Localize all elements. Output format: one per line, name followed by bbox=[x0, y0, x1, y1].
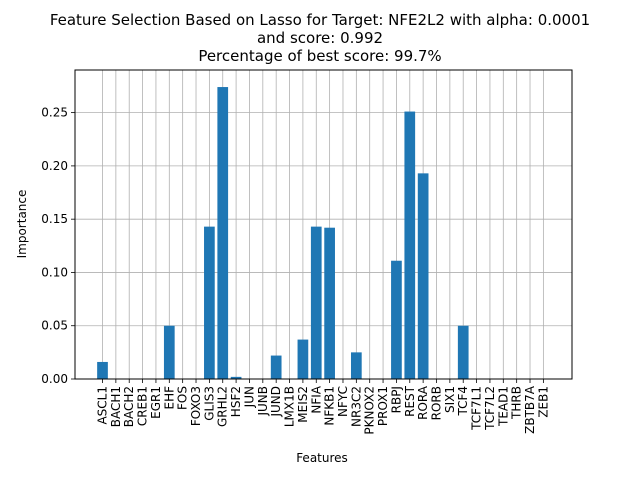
x-tick-label: FOS bbox=[176, 386, 190, 410]
x-tick-label: RORA bbox=[416, 385, 430, 420]
x-tick-label: RORB bbox=[430, 386, 444, 420]
bar-rbpj bbox=[391, 260, 402, 379]
bar-layer bbox=[97, 87, 469, 379]
x-tick-label: PKNOX2 bbox=[363, 386, 377, 435]
bar-ascl1 bbox=[97, 361, 108, 379]
x-tick-label: NFYC bbox=[336, 386, 350, 417]
x-tick-label: MEIS2 bbox=[296, 386, 310, 423]
x-tick-label: REST bbox=[403, 385, 417, 417]
x-tick-label: BACH1 bbox=[109, 386, 123, 427]
x-tick-label: JUND bbox=[269, 386, 283, 418]
x-tick-label: ZEB1 bbox=[536, 386, 550, 418]
x-tick-label: BACH2 bbox=[122, 386, 136, 427]
y-tick-label: 0.25 bbox=[41, 106, 68, 120]
x-tick-label: NFKB1 bbox=[323, 386, 337, 426]
x-tick-label: THRB bbox=[510, 386, 524, 420]
x-tick-label: NFIA bbox=[309, 385, 323, 413]
chart-title-line-2: and score: 0.992 bbox=[256, 29, 384, 47]
bar-ehf bbox=[163, 325, 175, 379]
bar-tcf4 bbox=[457, 325, 469, 379]
bar-jund bbox=[270, 355, 282, 379]
bar-nfkb1 bbox=[324, 227, 335, 379]
x-tick-label: ASCL1 bbox=[96, 386, 110, 425]
x-tick-label: CREB1 bbox=[136, 386, 150, 426]
grid-layer bbox=[75, 70, 572, 380]
y-tick-label: 0.10 bbox=[41, 265, 68, 279]
y-tick-label: 0.20 bbox=[41, 159, 68, 173]
y-tick-label: 0.00 bbox=[41, 372, 68, 386]
bar-glis3 bbox=[204, 226, 215, 379]
x-tick-label: GRHL2 bbox=[216, 386, 230, 427]
bar-meis2 bbox=[297, 339, 309, 379]
x-tick-label: GLIS3 bbox=[202, 386, 216, 421]
x-tick-label: TEAD1 bbox=[496, 386, 510, 427]
bar-nfia bbox=[310, 226, 322, 379]
chart-title-line-1: Feature Selection Based on Lasso for Tar… bbox=[49, 11, 591, 29]
bar-rest bbox=[404, 111, 416, 379]
y-tick-label: 0.15 bbox=[41, 212, 68, 226]
x-tick-label: TCF4 bbox=[456, 386, 470, 417]
x-tick-label: LMX1B bbox=[283, 386, 297, 427]
x-tick-label: FOXO3 bbox=[189, 386, 203, 426]
y-axis-label: Importance bbox=[15, 190, 29, 259]
x-tick-label: HSF2 bbox=[229, 386, 243, 417]
x-tick-label: PROX1 bbox=[376, 386, 390, 426]
bar-grhl2 bbox=[217, 87, 229, 379]
y-tick-label: 0.05 bbox=[41, 319, 68, 333]
x-tick-label: JUN bbox=[242, 386, 256, 408]
x-tick-label: NR3C2 bbox=[349, 386, 363, 427]
x-tick-label: RBPJ bbox=[389, 386, 403, 413]
tick-layer: 0.00 0.05 0.10 0.15 0.20 0.25 ASCL1 BACH1 BACH2 C… bbox=[41, 106, 550, 435]
bar-hsf2 bbox=[230, 376, 242, 379]
plot-frame bbox=[74, 69, 573, 380]
bar-nr3c2 bbox=[350, 352, 362, 379]
chart-title-line-3: Percentage of best score: 99.7% bbox=[198, 47, 442, 65]
x-axis-label: Features bbox=[296, 451, 348, 465]
x-tick-label: EGR1 bbox=[149, 386, 163, 419]
x-tick-label: JUNB bbox=[256, 386, 270, 417]
x-tick-label: ZBTB7A bbox=[523, 385, 537, 434]
x-tick-label: SIX1 bbox=[443, 386, 457, 413]
x-tick-label: TCF7L2 bbox=[483, 386, 497, 431]
x-tick-label: TCF7L1 bbox=[470, 386, 484, 431]
bar-rora bbox=[417, 173, 429, 379]
x-tick-label: EHF bbox=[162, 386, 176, 410]
